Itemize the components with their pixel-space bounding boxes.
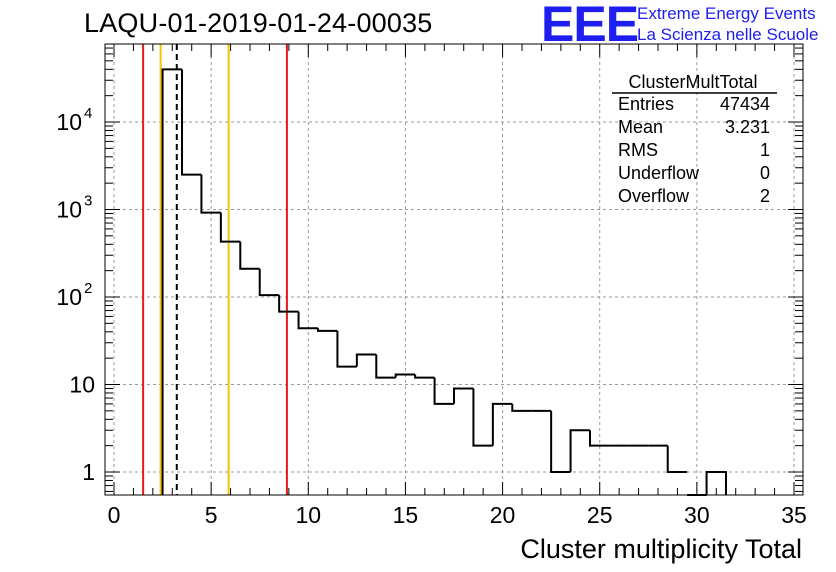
histogram-bin	[433, 377, 454, 405]
histogram-bin	[317, 328, 338, 332]
histogram-bin	[219, 212, 241, 243]
histogram-bin	[511, 403, 532, 412]
stats-label-overflow: Overflow	[618, 186, 690, 206]
histogram-bin	[239, 241, 260, 270]
histogram-bin	[336, 330, 357, 368]
x-tick-label: 5	[205, 502, 218, 528]
y-tick-label: 10	[56, 109, 82, 135]
x-tick-label: 0	[108, 502, 121, 528]
stats-label-underflow: Underflow	[618, 163, 700, 183]
x-tick-label: 10	[295, 502, 321, 528]
histogram-bin	[200, 174, 221, 214]
stats-value-underflow: 0	[760, 163, 770, 183]
histogram-bin	[258, 268, 280, 297]
histogram-bin	[491, 402, 513, 446]
x-tick-label: 30	[684, 502, 710, 528]
stats-value-overflow: 2	[760, 186, 770, 206]
y-tick-label: 1	[82, 459, 95, 485]
stats-value-rms: 1	[760, 140, 770, 160]
x-tick-label: 20	[490, 502, 516, 528]
histogram-bin	[161, 68, 182, 495]
histogram-bin	[666, 445, 688, 473]
axis-ticks-layer	[105, 44, 803, 495]
y-tick-exponent: 4	[84, 105, 92, 122]
chart-title: LAQU-01-2019-01-24-00035	[84, 8, 433, 38]
stats-rows: Entries 47434 Mean 3.231 RMS 1 Underflow 0 Overf…	[618, 94, 770, 206]
y-tick-exponent: 2	[84, 280, 92, 297]
histogram-bin	[394, 373, 416, 378]
histogram-bin	[297, 311, 318, 330]
histogram-bin	[375, 354, 396, 379]
stats-label-entries: Entries	[618, 94, 674, 114]
y-tick-label: 10	[69, 372, 95, 398]
histogram-bin	[453, 387, 474, 404]
histogram-bin	[569, 429, 590, 472]
y-tick-exponent: 3	[84, 193, 92, 210]
y-tick-label: 10	[56, 284, 82, 310]
histogram-bin	[472, 388, 493, 447]
plot-frame	[104, 43, 804, 496]
stats-name: ClusterMultTotal	[628, 72, 757, 92]
y-tick-label: 10	[56, 197, 82, 223]
stats-value-entries: 47434	[720, 94, 770, 114]
histogram-bin	[414, 374, 435, 379]
x-axis-label: Cluster multiplicity Total	[520, 534, 802, 564]
x-tick-label: 15	[393, 502, 419, 528]
histogram-bin	[181, 69, 202, 176]
histogram-bin	[355, 353, 377, 367]
x-tick-label: 35	[781, 502, 807, 528]
stats-label-rms: RMS	[618, 140, 658, 160]
eee-logo-mark: EEE	[541, 0, 639, 52]
logo-text-line2: La Scienza nelle Scuole	[637, 25, 819, 44]
stats-box: ClusterMultTotal Entries 47434 Mean 3.231 RM…	[612, 72, 777, 206]
x-tick-label: 25	[587, 502, 613, 528]
stats-label-mean: Mean	[618, 117, 663, 137]
logo-text-line1: Extreme Energy Events	[637, 4, 816, 23]
marker-lines-layer	[142, 44, 288, 495]
histogram-bin	[278, 295, 299, 313]
histogram-bin	[550, 410, 571, 473]
histogram-bin	[589, 430, 610, 447]
grid-layer	[105, 44, 803, 495]
stats-value-mean: 3.231	[725, 117, 770, 137]
